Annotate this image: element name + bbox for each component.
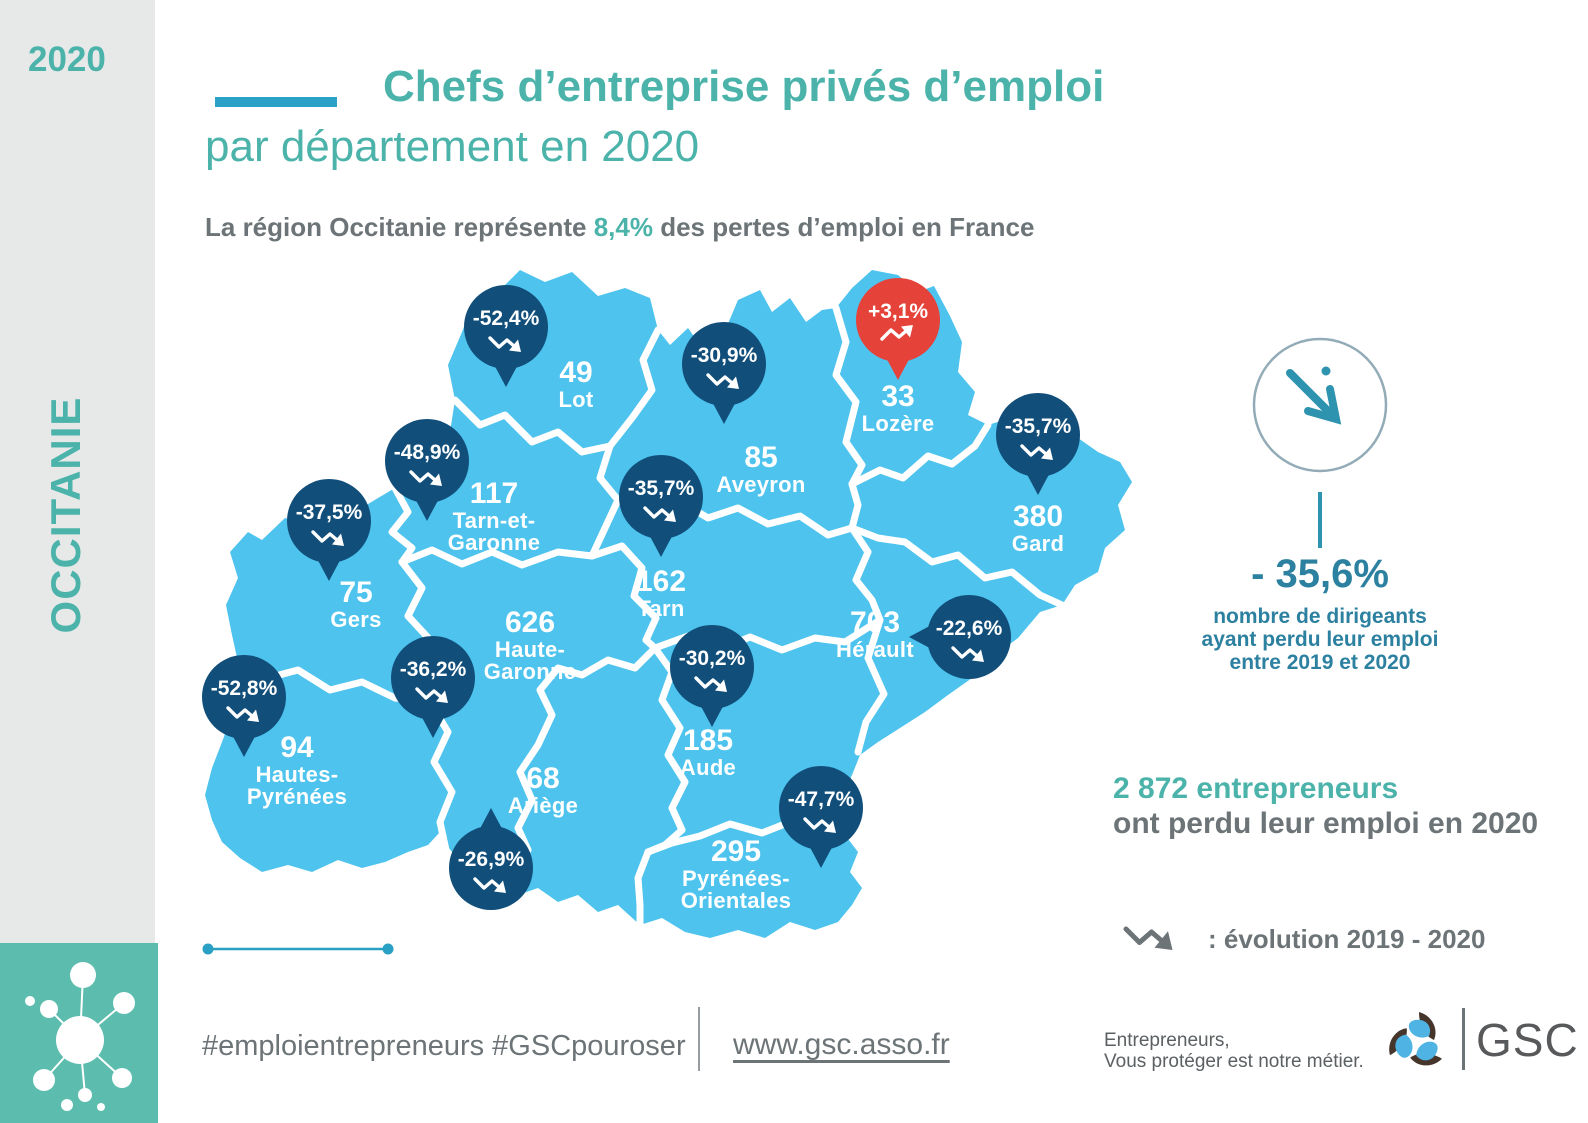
evolution-value: -35,7% [1005,415,1072,438]
tagline-line-1: Entrepreneurs, [1104,1030,1230,1051]
trend-down-icon [473,877,506,893]
evolution-value: -47,7% [788,788,855,811]
gsc-pinwheel-logo [1389,1012,1442,1066]
page-subtitle-line: par département en 2020 [205,122,700,171]
trend-down-icon [1020,444,1053,460]
entrepreneurs-count: 2 872 entrepreneurs [1113,772,1399,805]
department-borders [234,304,1066,929]
trend-down-icon [226,706,259,722]
desc-line-3: entre 2019 et 2020 [1229,651,1411,674]
evolution-value: -26,9% [458,848,525,871]
year-label: 2020 [28,40,106,79]
evolution-value: -48,9% [394,441,461,464]
trend-down-icon [488,336,521,352]
gsc-brand-name: GSC [1476,1014,1579,1066]
gsc-logo-divider [1462,1008,1465,1070]
footer-divider [698,1007,700,1071]
evolution-value: -52,4% [473,307,540,330]
evolution-badge-lozere: +3,1% [856,278,940,380]
evolution-value: -35,7% [628,477,695,500]
evolution-value: -22,6% [936,617,1003,640]
evolution-badge-pyrenees-orientales: -47,7% [779,766,863,868]
evolution-badge-ariege: -26,9% [449,808,533,910]
evolution-badge-lot: -52,4% [464,285,548,387]
desc-line-2: ayant perdu leur emploi [1201,628,1439,651]
evolution-badge-tarn-et-garonne: -48,9% [385,419,469,521]
trend-down-legend-icon [1123,926,1173,950]
evolution-badge-hautes-pyrenees: -52,8% [202,655,286,757]
evolution-value: -37,5% [296,501,363,524]
desc-line-1: nombre de dirigeants [1213,605,1427,628]
evolution-badge-tarn: -35,7% [619,455,703,557]
overall-evolution-value: - 35,6% [1251,552,1389,596]
region-share-text: La région Occitanie représente 8,4% des … [205,212,1034,243]
entrepreneurs-total: 2 872 entrepreneurs ont perdu leur emplo… [1113,771,1538,841]
trend-up-icon [880,325,913,341]
tagline-line-2: Vous protéger est notre métier. [1104,1051,1364,1072]
legend-label: : évolution 2019 - 2020 [1208,924,1486,954]
overall-evolution-description: nombre de dirigeants ayant perdu leur em… [1170,605,1470,674]
decline-arrow-circle-icon [1252,337,1388,473]
evolution-value: -52,8% [211,677,278,700]
title-accent-dash [215,97,337,107]
page-title: Chefs d’entreprise privés d’emploi [383,62,1105,111]
trend-down-icon [706,373,739,389]
trend-down-icon [409,470,442,486]
brand-tagline: Entrepreneurs, Vous protéger est notre m… [1104,1030,1364,1072]
trend-down-icon [415,687,448,703]
trend-down-icon [643,506,676,522]
trend-down-icon [311,530,344,546]
evolution-badge-gard: -35,7% [996,393,1080,495]
hashtags-text: #emploientrepreneurs #GSCpouroser [202,1030,686,1062]
sidebar [0,0,155,1123]
region-vertical-label: OCCITANIE [42,396,89,634]
occitanie-map: -52,4% -48,9% -30,9% +3,1% -35,7% -35,7% -37,5… [202,270,1132,938]
evolution-badge-haute-garonne: -36,2% [391,636,475,738]
network-molecule-icon [25,962,135,1111]
entrepreneurs-caption: ont perdu leur emploi en 2020 [1113,807,1539,840]
evolution-badge-aveyron: -30,9% [682,322,766,424]
stat-connector-line [1318,492,1322,548]
evolution-badge-gers: -37,5% [287,479,371,581]
evolution-value: +3,1% [868,300,928,323]
trend-down-icon [803,817,836,833]
footer-accent-line [202,943,394,955]
evolution-value: -30,9% [691,344,758,367]
trend-down-icon [694,676,727,692]
subtitle-highlight: 8,4% [593,212,653,242]
evolution-badge-aude: -30,2% [670,625,754,727]
subtitle-prefix: La région Occitanie représente [205,212,594,242]
subtitle-suffix: des pertes d’emploi en France [652,212,1035,242]
evolution-value: -30,2% [679,647,746,670]
website-link[interactable]: www.gsc.asso.fr [733,1028,950,1061]
trend-down-icon [951,646,984,662]
evolution-value: -36,2% [400,658,467,681]
badge-layer: -52,4% -48,9% -30,9% +3,1% -35,7% -35,7% -37,5… [202,278,1080,910]
evolution-badge-herault: -22,6% [909,595,1011,679]
